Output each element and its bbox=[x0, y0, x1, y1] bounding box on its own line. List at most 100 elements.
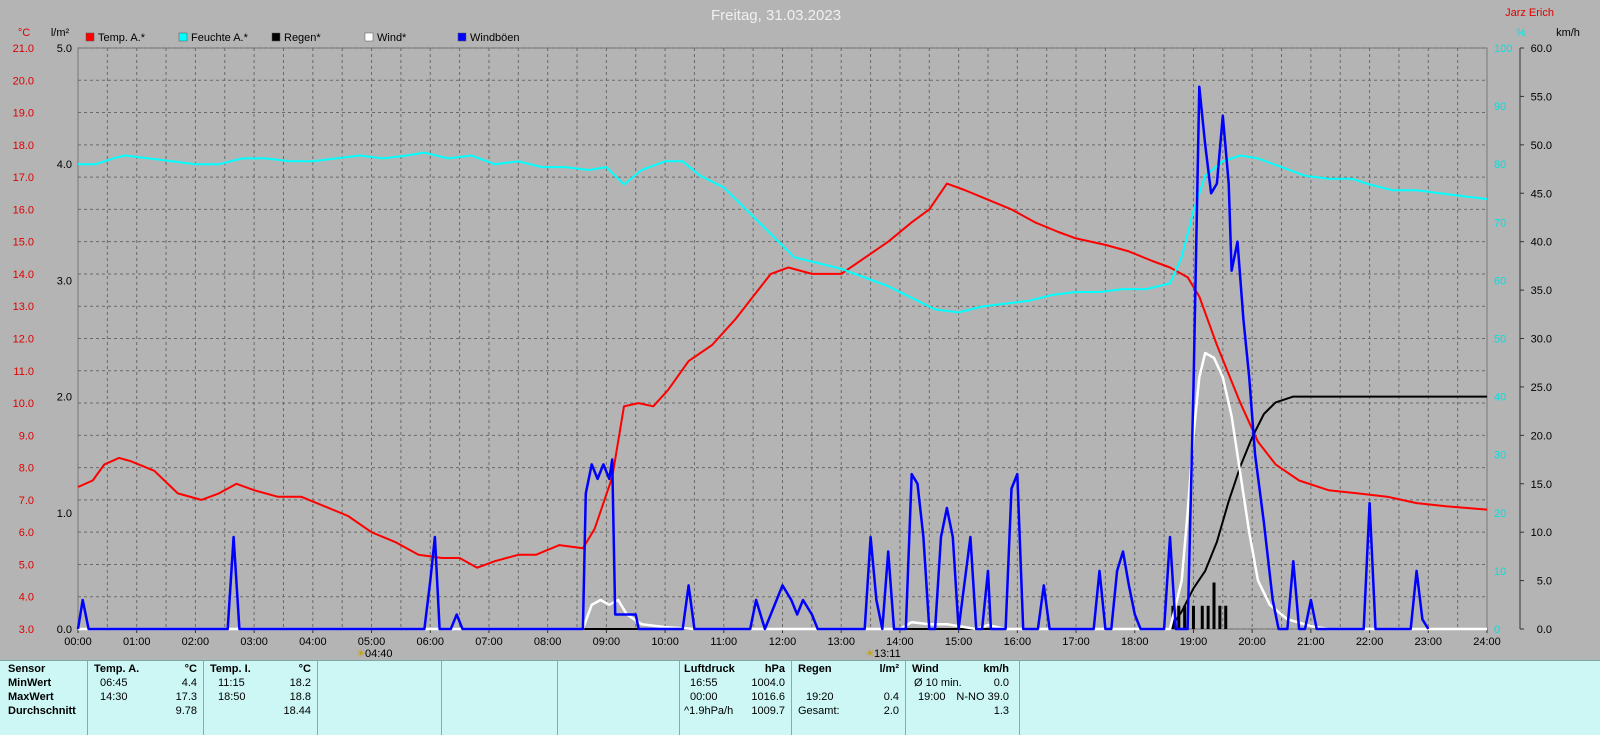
stats-empty-2 bbox=[442, 661, 558, 735]
stats-rain: Regen l/m² 19:20 0.4 Gesamt: 2.0 bbox=[792, 661, 906, 735]
rain-unit: l/m² bbox=[879, 663, 899, 675]
wind-axis-label: 40.0 bbox=[1531, 237, 1552, 249]
unit-rain: l/m² bbox=[51, 27, 70, 39]
humidity-axis-label: 100 bbox=[1494, 43, 1512, 55]
pressure-avg: 1009.7 bbox=[751, 705, 785, 717]
series-line bbox=[77, 182, 1488, 569]
rain-total: 2.0 bbox=[883, 705, 899, 717]
temp-axis-label: 21.0 bbox=[13, 43, 34, 55]
x-tick-label: 15:00 bbox=[945, 636, 973, 648]
wind-axis-label: 50.0 bbox=[1531, 140, 1552, 152]
legend-swatch bbox=[178, 32, 188, 42]
legend-label: Feuchte A.* bbox=[191, 32, 249, 44]
x-tick-label: 24:00 bbox=[1473, 636, 1501, 648]
rain-bar bbox=[1183, 605, 1187, 629]
x-tick-label: 21:00 bbox=[1297, 636, 1325, 648]
temp-axis-label: 7.0 bbox=[19, 495, 34, 507]
x-tick-label: 23:00 bbox=[1415, 636, 1443, 648]
stats-panel: Sensor MinWert MaxWert Durchschnitt Temp… bbox=[0, 660, 1600, 735]
rain-axis-label: 2.0 bbox=[57, 392, 72, 404]
x-tick-label: 19:00 bbox=[1180, 636, 1208, 648]
humidity-axis-label: 40 bbox=[1494, 392, 1506, 404]
stats-pressure: Luftdruck hPa 16:55 1004.0 00:00 1016.6 ^1.… bbox=[680, 661, 792, 735]
row-avg-label: Durchschnitt bbox=[8, 705, 76, 717]
x-tick-label: 18:00 bbox=[1121, 636, 1149, 648]
sunrise-marker: ☀ bbox=[356, 648, 366, 660]
legend-label: Temp. A.* bbox=[98, 32, 146, 44]
x-tick-label: 02:00 bbox=[182, 636, 210, 648]
humidity-axis-label: 90 bbox=[1494, 101, 1506, 113]
stats-wind: Wind km/h Ø 10 min. 0.0 19:00 N-NO 39.0 1.3 bbox=[906, 661, 1020, 735]
stats-temp-i: Temp. I. °C 11:15 18.2 18:50 18.8 18.44 bbox=[204, 661, 318, 735]
wind-axis-label: 45.0 bbox=[1531, 188, 1552, 200]
legend-swatch bbox=[271, 32, 281, 42]
rain-bar bbox=[1200, 605, 1204, 629]
stats-temp-a: Temp. A. °C 06:45 4.4 14:30 17.3 9.78 bbox=[88, 661, 204, 735]
rain-bar bbox=[1177, 605, 1181, 629]
pressure-trend: ^1.9hPa/h bbox=[684, 705, 734, 717]
temp-axis-label: 12.0 bbox=[13, 334, 34, 346]
row-max-label: MaxWert bbox=[8, 691, 54, 703]
wind-max-time: 19:00 bbox=[918, 691, 946, 703]
temp-a-min: 4.4 bbox=[181, 677, 197, 689]
x-tick-label: 11:00 bbox=[710, 636, 737, 648]
humidity-axis-label: 70 bbox=[1494, 217, 1506, 229]
humidity-axis-label: 60 bbox=[1494, 275, 1506, 287]
wind-axis-label: 0.0 bbox=[1537, 624, 1552, 636]
wind-unit: km/h bbox=[983, 663, 1009, 675]
humidity-axis-label: 10 bbox=[1494, 566, 1506, 578]
wind-avg: 1.3 bbox=[993, 705, 1009, 717]
rain-axis-label: 0.0 bbox=[57, 624, 72, 636]
temp-axis-label: 18.0 bbox=[13, 140, 34, 152]
pressure-max-time: 00:00 bbox=[690, 691, 718, 703]
legend-label: Wind* bbox=[377, 32, 407, 44]
wind-header: Wind bbox=[912, 663, 939, 675]
x-tick-label: 03:00 bbox=[240, 636, 268, 648]
rain-axis-label: 4.0 bbox=[57, 159, 72, 171]
wind-axis-label: 35.0 bbox=[1531, 285, 1552, 297]
weather-chart: Freitag, 31.03.2023 Jarz Erich °C l/m² %… bbox=[12, 7, 1580, 660]
temp-a-header: Temp. A. bbox=[94, 663, 140, 675]
temp-axis-label: 11.0 bbox=[13, 366, 34, 378]
x-tick-label: 06:00 bbox=[416, 636, 444, 648]
wind-axis-label: 10.0 bbox=[1531, 527, 1552, 539]
temp-i-min-time: 11:15 bbox=[218, 677, 245, 689]
x-tick-label: 08:00 bbox=[534, 636, 562, 648]
x-tick-label: 13:00 bbox=[827, 636, 855, 648]
temp-i-header: Temp. I. bbox=[210, 663, 251, 675]
x-tick-label: 00:00 bbox=[64, 636, 92, 648]
unit-wind: km/h bbox=[1556, 27, 1580, 39]
row-min-label: MinWert bbox=[8, 677, 52, 689]
humidity-axis-label: 20 bbox=[1494, 508, 1506, 520]
x-tick-label: 12:00 bbox=[769, 636, 797, 648]
legend-swatch bbox=[364, 32, 374, 42]
rain-bar bbox=[1212, 582, 1216, 629]
noon-marker: ☀ bbox=[865, 648, 875, 660]
rain-bar bbox=[1206, 605, 1210, 629]
legend-swatch bbox=[457, 32, 467, 42]
stats-empty-1 bbox=[318, 661, 442, 735]
temp-i-unit: °C bbox=[298, 663, 311, 675]
temp-axis-label: 3.0 bbox=[19, 624, 34, 636]
temp-axis-label: 4.0 bbox=[19, 592, 34, 604]
legend-label: Windböen bbox=[470, 32, 520, 44]
pressure-header: Luftdruck bbox=[684, 663, 735, 675]
x-tick-label: 20:00 bbox=[1238, 636, 1266, 648]
x-tick-label: 01:00 bbox=[123, 636, 151, 648]
wind-axis-label: 5.0 bbox=[1537, 576, 1552, 588]
rain-bar bbox=[1191, 605, 1195, 629]
temp-i-min: 18.2 bbox=[289, 677, 311, 689]
chart-title: Freitag, 31.03.2023 bbox=[711, 7, 841, 24]
temp-i-max: 18.8 bbox=[289, 691, 311, 703]
pressure-min: 1004.0 bbox=[751, 677, 785, 689]
unit-humidity: % bbox=[1516, 27, 1526, 39]
x-tick-label: 16:00 bbox=[1004, 636, 1032, 648]
x-tick-label: 07:00 bbox=[475, 636, 503, 648]
wind-axis-label: 25.0 bbox=[1531, 382, 1552, 394]
pressure-min-time: 16:55 bbox=[690, 677, 718, 689]
temp-axis-label: 9.0 bbox=[19, 430, 34, 442]
wind-avg10-label: Ø 10 min. bbox=[914, 677, 962, 689]
temp-axis-label: 13.0 bbox=[13, 301, 34, 313]
temp-a-avg: 9.78 bbox=[175, 705, 197, 717]
x-tick-label: 04:00 bbox=[299, 636, 327, 648]
